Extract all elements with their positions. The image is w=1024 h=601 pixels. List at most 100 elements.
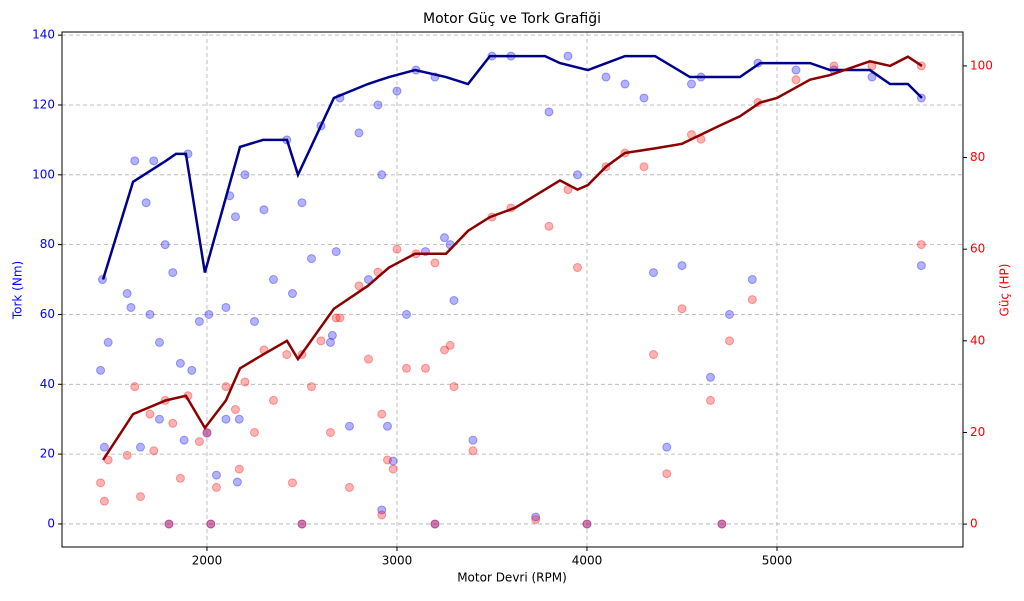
scatter-point bbox=[662, 469, 672, 479]
scatter-point bbox=[149, 156, 159, 166]
scatter-point bbox=[377, 505, 387, 515]
scatter-point bbox=[287, 478, 297, 488]
scatter-point bbox=[344, 482, 354, 492]
scatter-point bbox=[724, 309, 734, 319]
scatter-point bbox=[916, 261, 926, 271]
y-axis-label: Tork (Nm) bbox=[11, 261, 25, 320]
scatter-point bbox=[331, 313, 341, 323]
scatter-point bbox=[135, 492, 145, 502]
scatter-point bbox=[572, 263, 582, 273]
scatter-point bbox=[354, 281, 364, 291]
y-tick-label: 0 bbox=[47, 516, 55, 530]
scatter-point bbox=[377, 170, 387, 180]
scatter-point bbox=[154, 337, 164, 347]
scatter-point bbox=[363, 275, 373, 285]
scatter-point bbox=[211, 482, 221, 492]
y2-tick-label: 80 bbox=[970, 150, 985, 164]
scatter-point bbox=[268, 275, 278, 285]
scatter-point bbox=[99, 442, 109, 452]
scatter-point bbox=[468, 446, 478, 456]
scatter-point bbox=[234, 464, 244, 474]
scatter-point bbox=[297, 519, 307, 529]
scatter-point bbox=[316, 336, 326, 346]
scatter-point bbox=[175, 473, 185, 483]
scatter-point bbox=[331, 247, 341, 257]
scatter-point bbox=[230, 405, 240, 415]
scatter-point bbox=[175, 358, 185, 368]
y-tick-label: 140 bbox=[32, 28, 55, 42]
scatter-point bbox=[717, 519, 727, 529]
scatter-point bbox=[234, 414, 244, 424]
scatter-point bbox=[791, 75, 801, 85]
scatter-point bbox=[382, 455, 392, 465]
scatter-point bbox=[363, 354, 373, 364]
scatter-point bbox=[439, 233, 449, 243]
scatter-point bbox=[344, 421, 354, 431]
scatter-point bbox=[449, 382, 459, 392]
scatter-point bbox=[392, 244, 402, 254]
scatter-point bbox=[420, 363, 430, 373]
scatter-point bbox=[392, 86, 402, 96]
scatter-point bbox=[202, 427, 212, 437]
scatter-point bbox=[306, 254, 316, 264]
scatter-point bbox=[686, 79, 696, 89]
y2-tick-label: 40 bbox=[970, 333, 985, 347]
scatter-point bbox=[620, 79, 630, 89]
scatter-point bbox=[531, 512, 541, 522]
scatter-point bbox=[187, 365, 197, 375]
scatter-point bbox=[194, 437, 204, 447]
scatter-point bbox=[204, 309, 214, 319]
scatter-point bbox=[430, 519, 440, 529]
scatter-point bbox=[122, 450, 132, 460]
scatter-point bbox=[179, 435, 189, 445]
scatter-point bbox=[544, 221, 554, 231]
scatter-point bbox=[206, 519, 216, 529]
scatter-point bbox=[582, 519, 592, 529]
scatter-point bbox=[96, 365, 106, 375]
scatter-point bbox=[377, 510, 387, 520]
scatter-point bbox=[468, 435, 478, 445]
scatter-point bbox=[388, 456, 398, 466]
scatter-point bbox=[130, 382, 140, 392]
scatter-point bbox=[582, 519, 592, 529]
scatter-point bbox=[122, 289, 132, 299]
scatter-point bbox=[297, 198, 307, 208]
scatter-point bbox=[867, 72, 877, 82]
scatter-point bbox=[126, 302, 136, 312]
scatter-point bbox=[168, 268, 178, 278]
scatter-point bbox=[563, 51, 573, 61]
line bbox=[101, 54, 923, 280]
scatter-point bbox=[677, 261, 687, 271]
y-tick-label: 120 bbox=[32, 97, 55, 111]
scatter-point bbox=[531, 515, 541, 525]
scatter-point bbox=[662, 442, 672, 452]
scatter-point bbox=[141, 198, 151, 208]
scatter-point bbox=[916, 240, 926, 250]
y-tick-label: 60 bbox=[40, 307, 55, 321]
scatter-point bbox=[211, 470, 221, 480]
scatter-point bbox=[232, 477, 242, 487]
scatter-point bbox=[377, 409, 387, 419]
scatter-point bbox=[249, 427, 259, 437]
scatter-point bbox=[544, 107, 554, 117]
scatter-point bbox=[705, 372, 715, 382]
line bbox=[101, 55, 923, 461]
scatter-point bbox=[572, 170, 582, 180]
scatter-point bbox=[648, 268, 658, 278]
scatter-point bbox=[202, 428, 212, 438]
scatter-point bbox=[221, 414, 231, 424]
scatter-point bbox=[601, 72, 611, 82]
scatter-point bbox=[297, 519, 307, 529]
scatter-point bbox=[282, 350, 292, 360]
scatter-point bbox=[168, 418, 178, 428]
scatter-point bbox=[160, 240, 170, 250]
y2-tick-label: 60 bbox=[970, 242, 985, 256]
scatter-point bbox=[135, 442, 145, 452]
scatter-point bbox=[268, 395, 278, 405]
scatter-point bbox=[439, 345, 449, 355]
scatter-point bbox=[221, 302, 231, 312]
y-tick-label: 100 bbox=[32, 167, 55, 181]
scatter-point bbox=[240, 377, 250, 387]
scatter-point bbox=[103, 337, 113, 347]
